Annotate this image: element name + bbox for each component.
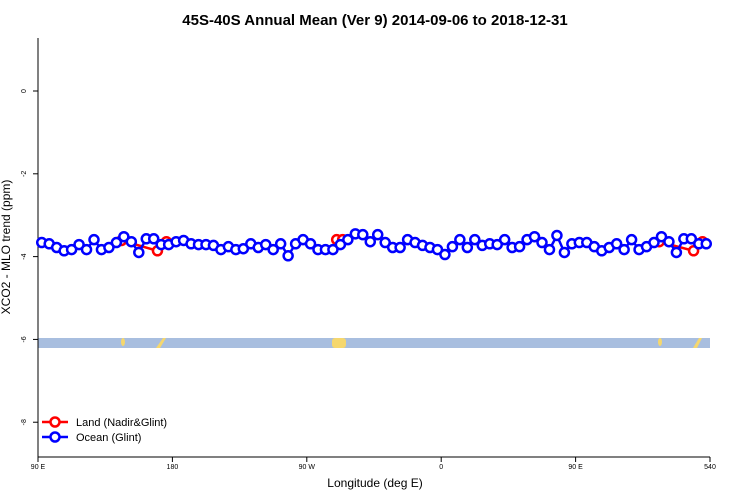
x-tick-label: 90 E <box>568 464 583 471</box>
data-point <box>371 228 384 241</box>
data-point <box>267 243 279 256</box>
data-point <box>118 230 130 243</box>
land-blob <box>693 338 702 348</box>
data-point <box>327 243 339 256</box>
land-blob <box>332 338 346 348</box>
data-point <box>282 250 294 262</box>
data-point <box>73 238 85 251</box>
x-tick-label: 90 E <box>31 464 46 471</box>
legend-marker <box>49 431 61 443</box>
data-point <box>103 241 115 254</box>
data-point <box>88 233 100 246</box>
data-point <box>394 241 406 254</box>
data-point <box>439 248 451 261</box>
data-point <box>133 246 145 259</box>
data-point <box>334 238 347 251</box>
data-point <box>342 233 354 246</box>
legend-marker <box>49 416 61 428</box>
land-mask <box>38 338 710 348</box>
legend: Land (Nadir&Glint) Ocean (Glint) <box>42 416 167 444</box>
data-point <box>110 236 123 249</box>
data-point <box>536 236 548 249</box>
y-tick-label: -6 <box>21 336 28 342</box>
x-tick-label: 90 W <box>299 464 316 471</box>
x-tick-label: 0 <box>439 464 443 471</box>
data-point <box>513 240 526 253</box>
data-point <box>379 236 391 249</box>
data-point <box>558 246 571 259</box>
land-blob <box>121 338 125 346</box>
y-tick-label: -8 <box>21 419 28 425</box>
data-point <box>648 236 660 249</box>
data-point <box>685 233 698 245</box>
data-point <box>304 238 317 250</box>
y-axis-label: XCO2 - MLO trend (ppm) <box>0 180 13 315</box>
data-point <box>259 238 272 251</box>
x-tick-label: 540 <box>704 464 716 471</box>
data-point <box>551 229 563 242</box>
data-point <box>65 243 78 256</box>
data-point <box>454 233 466 246</box>
data-point <box>274 238 287 250</box>
data-point <box>670 246 683 259</box>
data-point <box>237 242 250 255</box>
data-point <box>446 240 459 253</box>
data-point <box>80 243 93 256</box>
data-point <box>663 235 675 248</box>
data-point <box>431 243 444 256</box>
data-point <box>618 243 630 256</box>
data-point <box>700 238 713 250</box>
data-point <box>147 233 160 245</box>
data-point <box>491 238 503 251</box>
data-point <box>364 235 377 248</box>
chart-title: 45S-40S Annual Mean (Ver 9) 2014-09-06 t… <box>182 12 567 29</box>
data-point <box>625 233 638 246</box>
data-point <box>125 235 138 248</box>
land-blob <box>658 338 662 346</box>
x-axis-label: Longitude (deg E) <box>327 476 422 490</box>
y-tick-label: -4 <box>21 253 28 259</box>
data-point <box>655 230 668 243</box>
land-blob <box>156 338 166 348</box>
data-point <box>528 230 541 243</box>
mask-band <box>38 338 710 348</box>
data-point <box>461 241 474 254</box>
data-point <box>357 228 369 241</box>
y-tick-label: 0 <box>21 89 28 93</box>
x-tick-label: 180 <box>167 464 179 471</box>
data-point <box>610 238 623 250</box>
y-tick-label: -2 <box>21 171 28 177</box>
legend-label: Ocean (Glint) <box>76 432 141 444</box>
data-point <box>543 243 556 256</box>
data-point <box>498 233 511 246</box>
legend-label: Land (Nadir&Glint) <box>76 417 167 429</box>
data-point <box>469 233 481 246</box>
